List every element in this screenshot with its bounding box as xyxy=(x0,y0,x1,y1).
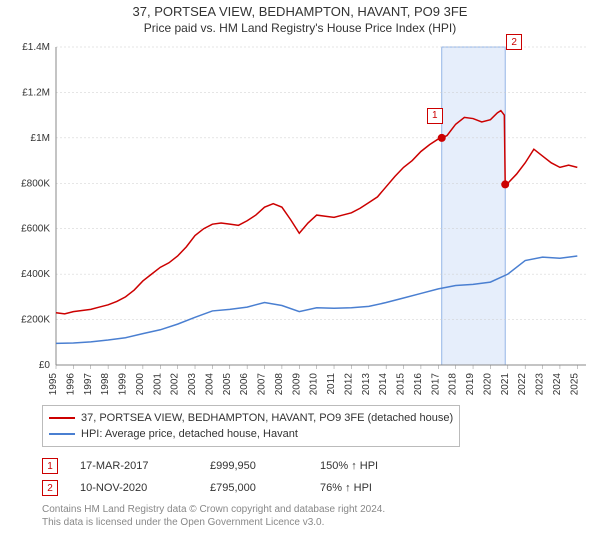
svg-text:£1.4M: £1.4M xyxy=(22,42,50,53)
chart-svg: £0 £200K £400K £600K £800K £1M £1.2M £1.4M 1995 1… xyxy=(4,39,594,399)
marker-label: 1 xyxy=(427,108,443,124)
marker-label: 2 xyxy=(506,34,522,50)
svg-text:1995: 1995 xyxy=(48,373,59,396)
svg-text:2003: 2003 xyxy=(187,373,198,396)
callout-price: £795,000 xyxy=(210,482,320,494)
svg-text:2007: 2007 xyxy=(257,373,268,396)
legend-item: 37, PORTSEA VIEW, BEDHAMPTON, HAVANT, PO… xyxy=(49,410,453,426)
svg-text:2011: 2011 xyxy=(326,373,337,395)
price-chart: £0 £200K £400K £600K £800K £1M £1.2M £1.4M 1995 1… xyxy=(4,39,594,399)
svg-text:2008: 2008 xyxy=(274,373,285,396)
legend-swatch xyxy=(49,433,75,435)
svg-text:£0: £0 xyxy=(39,360,51,371)
callout-marker: 1 xyxy=(42,458,58,474)
callout-row: 1 17-MAR-2017£999,950150% ↑ HPI xyxy=(42,455,600,477)
callout-row: 2 10-NOV-2020£795,00076% ↑ HPI xyxy=(42,477,600,499)
svg-text:2013: 2013 xyxy=(361,373,372,396)
svg-text:1999: 1999 xyxy=(118,373,129,396)
callout-marker: 2 xyxy=(42,480,58,496)
callout-date: 17-MAR-2017 xyxy=(80,460,210,472)
svg-text:2000: 2000 xyxy=(135,373,146,396)
svg-text:2012: 2012 xyxy=(343,373,354,396)
svg-text:2005: 2005 xyxy=(222,373,233,396)
svg-text:2009: 2009 xyxy=(291,373,302,396)
footer-line1: Contains HM Land Registry data © Crown c… xyxy=(42,503,600,516)
svg-text:2014: 2014 xyxy=(378,373,389,396)
svg-text:£1.2M: £1.2M xyxy=(22,87,50,98)
legend-swatch xyxy=(49,417,75,419)
svg-text:2017: 2017 xyxy=(430,373,441,396)
svg-text:2010: 2010 xyxy=(309,373,320,396)
svg-text:2021: 2021 xyxy=(500,373,511,396)
svg-text:2024: 2024 xyxy=(552,373,563,396)
page-title: 37, PORTSEA VIEW, BEDHAMPTON, HAVANT, PO… xyxy=(0,4,600,19)
legend-label: 37, PORTSEA VIEW, BEDHAMPTON, HAVANT, PO… xyxy=(81,412,453,424)
svg-text:2025: 2025 xyxy=(569,373,580,396)
callout-hpi: 150% ↑ HPI xyxy=(320,460,440,472)
svg-text:£600K: £600K xyxy=(21,224,50,235)
svg-text:2006: 2006 xyxy=(239,373,250,396)
svg-text:1998: 1998 xyxy=(100,373,111,396)
callout-table: 1 17-MAR-2017£999,950150% ↑ HPI 2 10-NOV-20… xyxy=(42,455,600,499)
svg-text:1997: 1997 xyxy=(83,373,94,396)
footer-line2: This data is licensed under the Open Gov… xyxy=(42,516,600,529)
chart-legend: 37, PORTSEA VIEW, BEDHAMPTON, HAVANT, PO… xyxy=(42,405,460,447)
legend-label: HPI: Average price, detached house, Hava… xyxy=(81,428,298,440)
page-subtitle: Price paid vs. HM Land Registry's House … xyxy=(0,21,600,35)
svg-text:£1M: £1M xyxy=(31,133,50,144)
callout-hpi: 76% ↑ HPI xyxy=(320,482,440,494)
svg-text:£800K: £800K xyxy=(21,178,50,189)
svg-text:2001: 2001 xyxy=(152,373,163,396)
svg-text:2015: 2015 xyxy=(396,373,407,396)
svg-text:2004: 2004 xyxy=(204,373,215,396)
legend-item: HPI: Average price, detached house, Hava… xyxy=(49,426,453,442)
svg-text:2016: 2016 xyxy=(413,373,424,396)
svg-text:2019: 2019 xyxy=(465,373,476,396)
footer-text: Contains HM Land Registry data © Crown c… xyxy=(42,503,600,529)
callout-date: 10-NOV-2020 xyxy=(80,482,210,494)
svg-text:2022: 2022 xyxy=(517,373,528,396)
svg-text:2018: 2018 xyxy=(448,373,459,396)
svg-text:2023: 2023 xyxy=(535,373,546,396)
svg-text:£400K: £400K xyxy=(21,269,50,280)
svg-text:1996: 1996 xyxy=(65,373,76,396)
svg-text:£200K: £200K xyxy=(21,315,50,326)
svg-text:2002: 2002 xyxy=(170,373,181,396)
callout-price: £999,950 xyxy=(210,460,320,472)
svg-text:2020: 2020 xyxy=(482,373,493,396)
